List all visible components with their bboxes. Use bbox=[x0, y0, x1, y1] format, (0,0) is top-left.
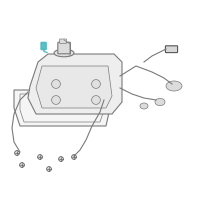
Ellipse shape bbox=[166, 81, 182, 91]
FancyBboxPatch shape bbox=[165, 46, 178, 53]
Circle shape bbox=[47, 167, 51, 171]
Polygon shape bbox=[36, 66, 112, 108]
FancyBboxPatch shape bbox=[41, 42, 46, 50]
Circle shape bbox=[15, 151, 19, 155]
Circle shape bbox=[72, 155, 76, 159]
Polygon shape bbox=[14, 90, 110, 126]
Circle shape bbox=[92, 96, 100, 104]
Circle shape bbox=[38, 155, 42, 159]
Circle shape bbox=[52, 96, 60, 104]
Ellipse shape bbox=[140, 103, 148, 109]
Ellipse shape bbox=[54, 49, 74, 57]
Circle shape bbox=[59, 157, 63, 161]
Ellipse shape bbox=[155, 98, 165, 106]
Circle shape bbox=[20, 163, 24, 167]
Circle shape bbox=[52, 80, 60, 88]
Polygon shape bbox=[28, 54, 122, 114]
FancyBboxPatch shape bbox=[58, 42, 70, 54]
Circle shape bbox=[92, 80, 100, 88]
FancyBboxPatch shape bbox=[60, 39, 66, 43]
